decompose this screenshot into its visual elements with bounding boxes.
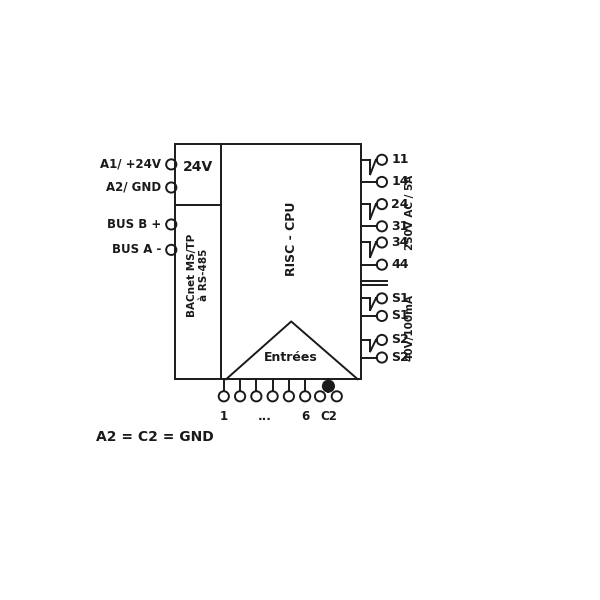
Text: 250V AC / 5A: 250V AC / 5A <box>405 175 415 250</box>
Circle shape <box>323 380 334 392</box>
Text: 14: 14 <box>391 175 409 188</box>
Text: BUS B +: BUS B + <box>107 218 161 231</box>
Text: BACnet MS/TP
à RS-485: BACnet MS/TP à RS-485 <box>187 233 209 317</box>
Text: 11: 11 <box>391 153 409 166</box>
Bar <box>175 143 361 379</box>
Text: RISC - CPU: RISC - CPU <box>285 201 298 275</box>
Text: A2/ GND: A2/ GND <box>106 181 161 194</box>
Text: Entrées: Entrées <box>265 351 318 364</box>
Text: A1/ +24V: A1/ +24V <box>100 158 161 171</box>
Text: 40V/100mA: 40V/100mA <box>405 295 415 361</box>
Text: BUS A -: BUS A - <box>112 244 161 256</box>
Text: S1: S1 <box>391 292 409 305</box>
Text: S2: S2 <box>391 334 409 346</box>
Text: ...: ... <box>257 410 271 423</box>
Text: C2: C2 <box>320 410 337 423</box>
Text: 44: 44 <box>391 258 409 271</box>
Text: 24V: 24V <box>183 160 214 174</box>
Text: S1: S1 <box>391 310 409 322</box>
Text: A2 = C2 = GND: A2 = C2 = GND <box>96 430 214 444</box>
Text: 1: 1 <box>220 410 228 423</box>
Text: 6: 6 <box>301 410 310 423</box>
Text: 34: 34 <box>391 236 409 249</box>
Text: S2: S2 <box>391 351 409 364</box>
Text: 24: 24 <box>391 197 409 211</box>
Text: 31: 31 <box>391 220 409 233</box>
